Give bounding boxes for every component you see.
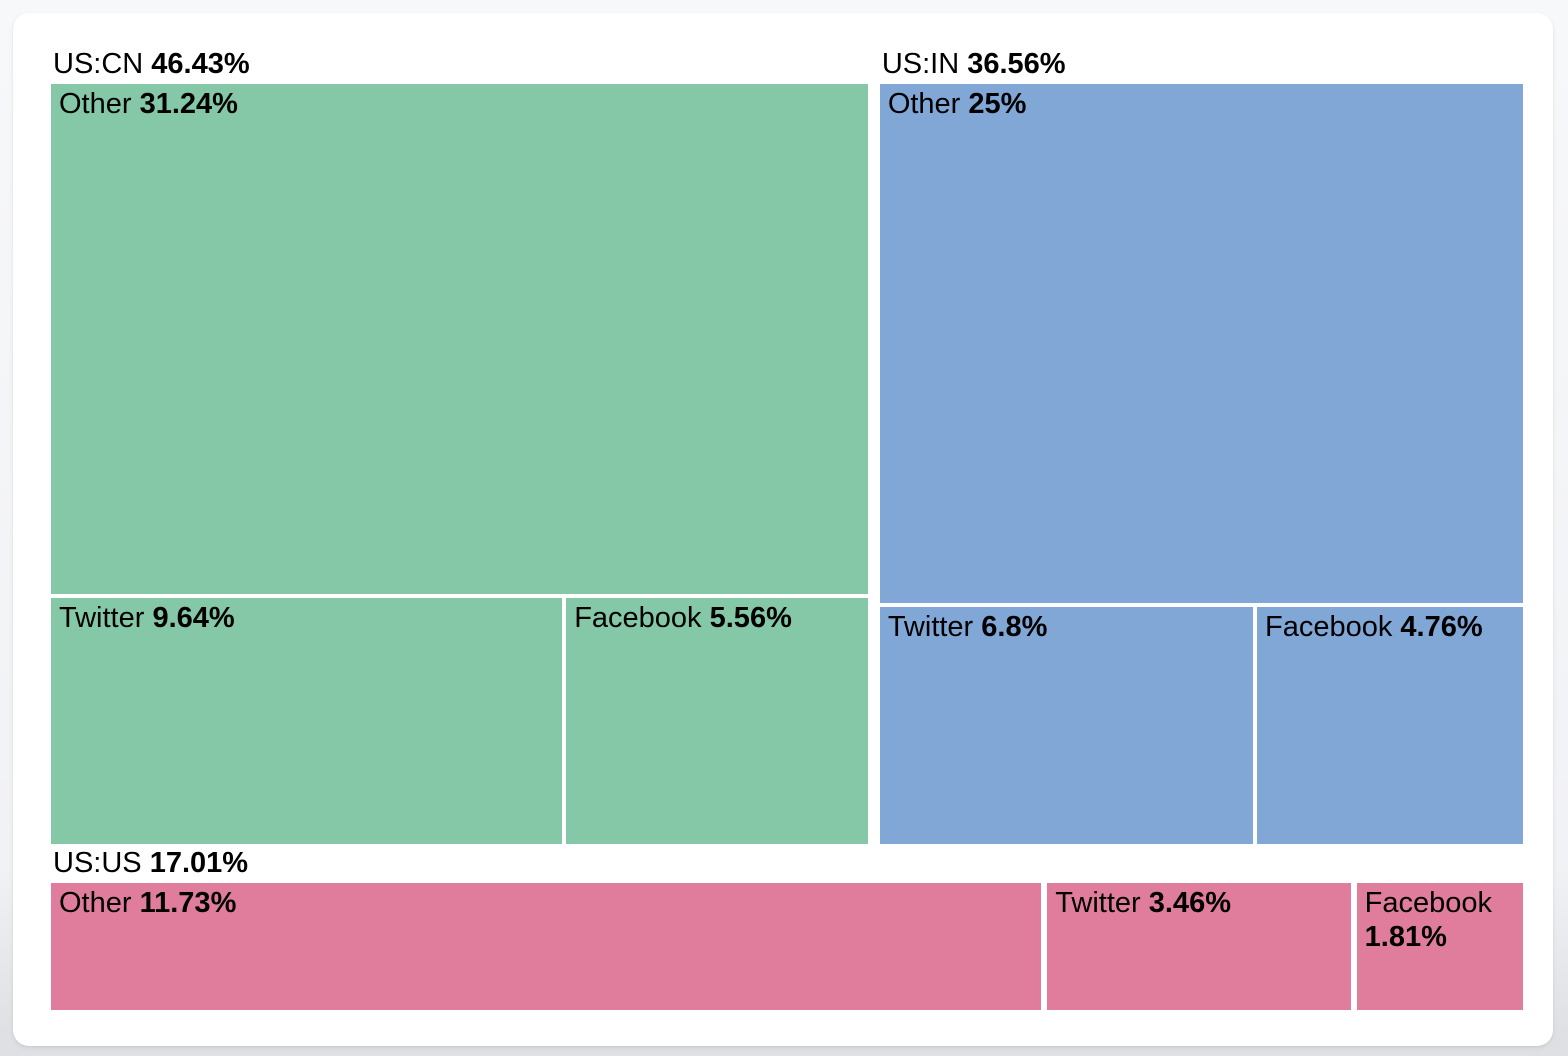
treemap-cell-us-cn-twitter[interactable]: Twitter 9.64% bbox=[51, 598, 563, 844]
group-name: US:IN bbox=[881, 48, 960, 80]
treemap-cell-us-us-facebook[interactable]: Facebook 1.81% bbox=[1356, 882, 1524, 1010]
cell-value: 3.46% bbox=[1148, 886, 1231, 919]
treemap-cell-us-in-twitter[interactable]: Twitter 6.8% bbox=[879, 606, 1253, 844]
cell-value: 25% bbox=[968, 88, 1027, 120]
cell-name: Facebook bbox=[574, 602, 702, 635]
cell-value: 9.64% bbox=[152, 602, 235, 635]
group-block-us-in: Other 25% Twitter 6.8% Facebook 4.76% bbox=[879, 84, 1523, 844]
cell-value: 5.56% bbox=[709, 602, 792, 635]
treemap-group-us-cn: US:CN 46.43% Other 31.24% Twitter 9.64% … bbox=[51, 48, 868, 844]
cell-value: 6.8% bbox=[981, 610, 1048, 643]
group-block-us-us: Other 11.73% Twitter 3.46% Facebook 1.81… bbox=[51, 882, 1524, 1010]
group-block-us-cn: Other 31.24% Twitter 9.64% Facebook 5.56… bbox=[51, 84, 868, 844]
group-subrow-us-cn: Twitter 9.64% Facebook 5.56% bbox=[51, 598, 868, 844]
cell-name: Twitter bbox=[1055, 886, 1141, 919]
cell-value: 4.76% bbox=[1400, 610, 1483, 643]
cell-name: Other bbox=[887, 88, 961, 120]
cell-value: 11.73% bbox=[139, 886, 237, 919]
group-header-us-in[interactable]: US:IN 36.56% bbox=[880, 48, 1523, 84]
treemap-row-top: US:CN 46.43% Other 31.24% Twitter 9.64% … bbox=[51, 48, 1523, 844]
cell-name: Twitter bbox=[59, 602, 145, 635]
chart-card: US:CN 46.43% Other 31.24% Twitter 9.64% … bbox=[13, 13, 1553, 1046]
group-name: US:CN bbox=[53, 48, 144, 80]
cell-value: 1.81% bbox=[1364, 920, 1447, 953]
group-subrow-us-in: Twitter 6.8% Facebook 4.76% bbox=[879, 606, 1523, 844]
cell-name: Twitter bbox=[887, 610, 974, 643]
group-value: 36.56% bbox=[967, 48, 1066, 80]
treemap-cell-us-in-other[interactable]: Other 25% bbox=[879, 84, 1523, 603]
treemap-cell-us-cn-other[interactable]: Other 31.24% bbox=[51, 84, 868, 595]
group-header-us-cn[interactable]: US:CN 46.43% bbox=[51, 48, 868, 84]
treemap-chart: US:CN 46.43% Other 31.24% Twitter 9.64% … bbox=[51, 48, 1524, 1010]
cell-name: Facebook bbox=[1264, 610, 1393, 643]
cell-name: Other bbox=[59, 88, 132, 120]
treemap-group-us-in: US:IN 36.56% Other 25% Twitter 6.8% Face… bbox=[879, 48, 1523, 844]
group-header-us-us[interactable]: US:US 17.01% bbox=[51, 847, 1523, 883]
group-value: 17.01% bbox=[149, 846, 249, 879]
treemap-cell-us-cn-facebook[interactable]: Facebook 5.56% bbox=[566, 598, 868, 844]
group-name: US:US bbox=[53, 846, 142, 879]
treemap-row-bottom: US:US 17.01% Other 11.73% Twitter 3.46% … bbox=[51, 847, 1524, 1010]
cell-name: Other bbox=[59, 886, 132, 919]
treemap-cell-us-us-twitter[interactable]: Twitter 3.46% bbox=[1047, 882, 1351, 1010]
treemap-cell-us-us-other[interactable]: Other 11.73% bbox=[51, 882, 1042, 1010]
group-value: 46.43% bbox=[151, 48, 250, 80]
cell-value: 31.24% bbox=[139, 88, 238, 120]
treemap-cell-us-in-facebook[interactable]: Facebook 4.76% bbox=[1256, 606, 1523, 844]
treemap-group-us-us: US:US 17.01% Other 11.73% Twitter 3.46% … bbox=[51, 847, 1524, 1010]
cell-name: Facebook bbox=[1364, 886, 1493, 919]
